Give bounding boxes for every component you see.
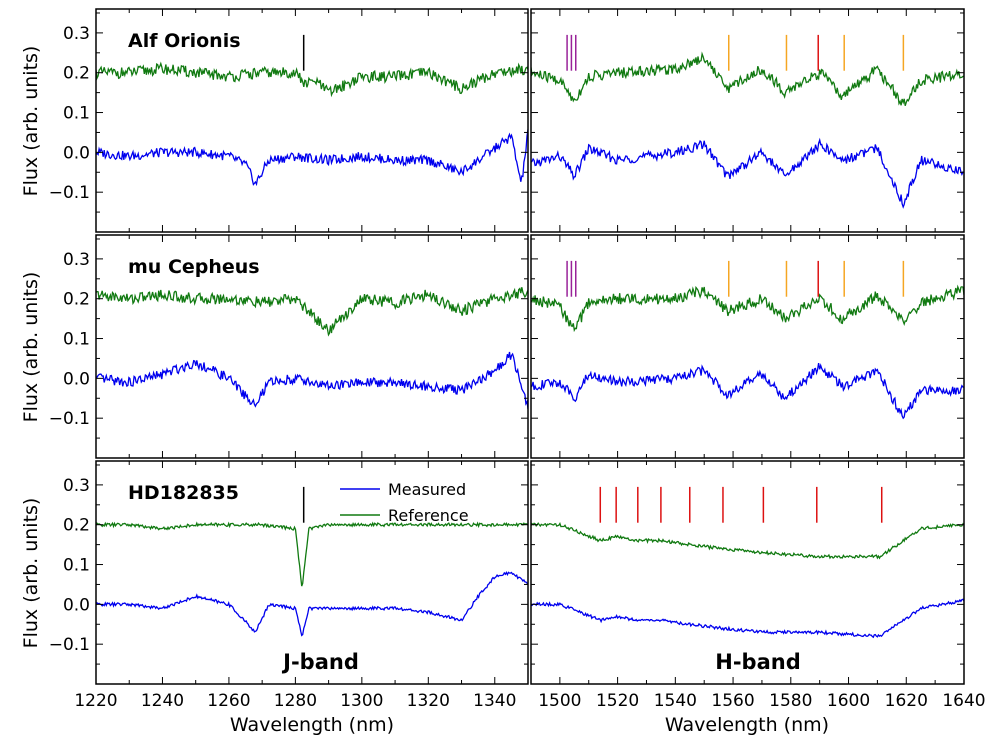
series-reference xyxy=(96,521,528,587)
y-axis-label-middle: Flux (arb. units) xyxy=(20,272,42,423)
y-tick-label-3: 0.2 xyxy=(63,290,90,310)
plot-area xyxy=(531,521,964,639)
panel-frame xyxy=(530,234,965,459)
panel-frame xyxy=(95,460,529,685)
x-tick-label-2: 1260 xyxy=(207,691,250,711)
series-reference xyxy=(531,51,964,106)
x-tick-label-1: 1520 xyxy=(596,691,639,711)
x-tick-label-5: 1600 xyxy=(827,691,870,711)
y-tick-label-0: −0.1 xyxy=(49,635,90,655)
x-axis-label-h: Wavelength (nm) xyxy=(665,714,829,736)
series-measured xyxy=(531,598,964,639)
y-tick-label-4: 0.3 xyxy=(63,476,90,496)
panel-1 xyxy=(530,8,965,233)
legend-measured-label: Measured xyxy=(388,480,466,499)
y-tick-label-3: 0.2 xyxy=(63,516,90,536)
panel-4: −0.1 0.0 0.1 0.2 0.3 1220 1240 1260 1280 1300 1320… xyxy=(49,460,529,711)
y-tick-label-1: 0.0 xyxy=(63,369,90,389)
x-tick-label-2: 1540 xyxy=(654,691,697,711)
x-tick-label-4: 1580 xyxy=(769,691,812,711)
series-reference xyxy=(531,521,964,560)
legend-reference-label: Reference xyxy=(388,506,469,525)
x-tick-label-3: 1560 xyxy=(711,691,754,711)
plot-area xyxy=(96,61,528,187)
panel-frame xyxy=(95,234,529,459)
plot-area xyxy=(531,51,964,209)
y-axis-label-top: Flux (arb. units) xyxy=(20,46,42,197)
x-tick-label-7: 1640 xyxy=(942,691,985,711)
y-tick-label-0: −0.1 xyxy=(49,183,90,203)
panel-5: 1500 1520 1540 1560 1580 1600 1620 1640 xyxy=(530,460,986,711)
series-measured xyxy=(531,137,964,209)
plot-area xyxy=(96,521,528,637)
panel-label-mu-cepheus: mu Cepheus xyxy=(128,256,260,278)
series-reference xyxy=(531,284,964,333)
series-measured xyxy=(96,570,528,637)
y-tick-label-3: 0.2 xyxy=(63,64,90,84)
series-measured xyxy=(96,129,528,187)
y-axis-label-bottom: Flux (arb. units) xyxy=(20,498,42,649)
x-tick-label-1: 1240 xyxy=(141,691,184,711)
plot-area xyxy=(531,284,964,420)
panel-2: −0.1 0.0 0.1 0.2 0.3 xyxy=(49,234,529,459)
plot-area xyxy=(96,287,528,410)
y-tick-label-2: 0.1 xyxy=(63,330,90,350)
x-axis-label-j: Wavelength (nm) xyxy=(230,714,394,736)
series-reference xyxy=(96,61,528,98)
y-tick-label-1: 0.0 xyxy=(63,143,90,163)
series-measured xyxy=(96,351,528,410)
panel-frame xyxy=(95,8,529,233)
x-tick-label-6: 1620 xyxy=(885,691,928,711)
y-tick-label-4: 0.3 xyxy=(63,24,90,44)
panels: −0.1 0.0 0.1 0.2 0.3 −0.1 0.0 0.1 0.2 0.3 −0.1 0.0 0… xyxy=(49,8,986,711)
panel-label-alf-orionis: Alf Orionis xyxy=(128,30,241,52)
x-tick-label-6: 1340 xyxy=(473,691,516,711)
panel-0: −0.1 0.0 0.1 0.2 0.3 xyxy=(49,8,529,233)
x-tick-label-4: 1300 xyxy=(340,691,383,711)
band-label-j: J-band xyxy=(281,650,359,674)
series-reference xyxy=(96,287,528,337)
panel-frame xyxy=(530,8,965,233)
panel-label-hd182835: HD182835 xyxy=(128,482,239,504)
x-tick-label-3: 1280 xyxy=(274,691,317,711)
series-measured xyxy=(531,362,964,420)
y-tick-label-4: 0.3 xyxy=(63,250,90,270)
y-tick-label-2: 0.1 xyxy=(63,556,90,576)
x-tick-label-0: 1220 xyxy=(74,691,117,711)
y-tick-label-0: −0.1 xyxy=(49,409,90,429)
x-tick-label-0: 1500 xyxy=(538,691,581,711)
panel-3 xyxy=(530,234,965,459)
x-tick-label-5: 1320 xyxy=(407,691,450,711)
y-tick-label-1: 0.0 xyxy=(63,595,90,615)
panel-frame xyxy=(530,460,965,685)
y-tick-label-2: 0.1 xyxy=(63,104,90,124)
legend: Measured Reference xyxy=(340,480,469,525)
band-label-h: H-band xyxy=(715,650,800,674)
